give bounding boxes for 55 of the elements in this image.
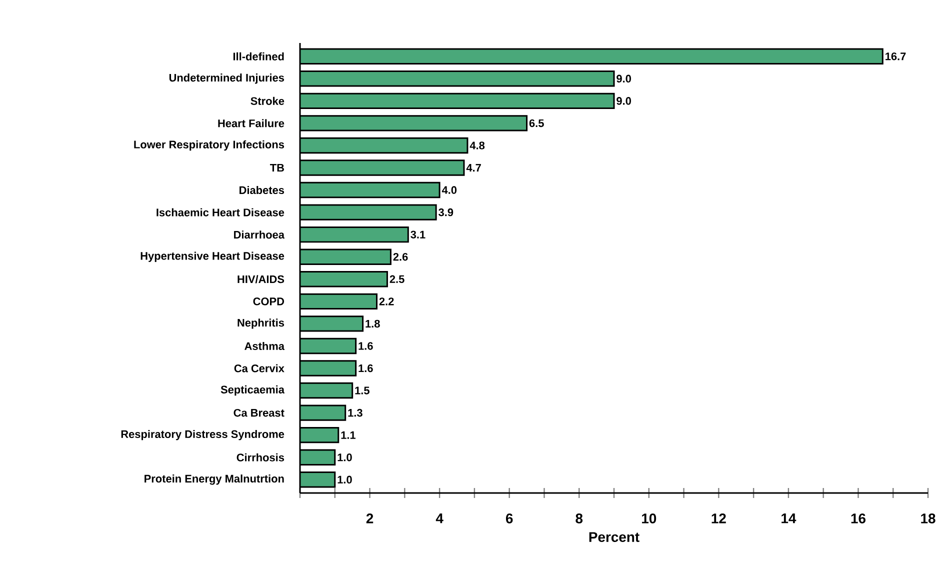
x-tick-label: 12	[712, 514, 726, 524]
data-label: 3.1	[410, 230, 426, 238]
y-tick-label: Lower Respiratory Infections	[134, 140, 284, 151]
y-tick-label: TB	[270, 164, 284, 172]
data-label: 4.8	[470, 142, 485, 150]
y-tick-label: Cirrhosis	[236, 453, 284, 462]
y-tick-label: COPD	[253, 298, 284, 306]
x-tick-label: 8	[576, 514, 583, 524]
y-tick-label: Diabetes	[240, 186, 284, 194]
data-label: 4.7	[466, 164, 481, 172]
x-tick-label: 18	[921, 514, 936, 524]
y-tick-label: Ca Breast	[234, 408, 284, 417]
bar	[300, 160, 465, 176]
data-label: 4.0	[442, 186, 457, 194]
bar	[300, 316, 364, 332]
y-tick-label: Nephritis	[238, 318, 284, 329]
y-tick-label: Undetermined Injuries	[169, 74, 284, 84]
x-tick-label: 10	[642, 514, 656, 524]
y-tick-label: Ca Cervix	[234, 364, 284, 372]
x-tick-label: 16	[851, 514, 866, 524]
data-label: 1.0	[338, 476, 352, 484]
data-label: 1.0	[338, 453, 352, 462]
data-label: 2.2	[379, 298, 394, 306]
x-tick-label: 14	[782, 514, 796, 524]
data-label: 2.5	[390, 275, 404, 284]
x-tick-label: 4	[436, 514, 444, 524]
y-tick-label: Diarrhoea	[234, 230, 285, 239]
data-label: 9.0	[616, 97, 631, 105]
y-tick-label: HIV/AIDS	[238, 275, 284, 284]
data-label: 3.9	[438, 208, 454, 216]
y-tick-label: Ill-defined	[233, 52, 284, 60]
x-axis-title: Percent	[589, 532, 640, 542]
data-label: 1.6	[358, 364, 373, 372]
data-label: 1.8	[366, 320, 380, 328]
bar	[300, 115, 528, 132]
y-tick-label: Protein Energy Malnutrtion	[144, 474, 284, 485]
bar	[300, 204, 437, 220]
data-label: 1.1	[341, 431, 356, 439]
y-tick-label: Hypertensive Heart Disease	[140, 252, 284, 262]
data-label: 6.5	[529, 119, 544, 128]
data-label: 1.5	[355, 386, 370, 394]
y-tick-label: Respiratory Distress Syndrome	[121, 430, 284, 440]
data-label: 1.6	[358, 342, 373, 350]
data-label: 1.3	[348, 408, 362, 417]
data-label: 16.7	[886, 52, 906, 60]
bar	[300, 360, 357, 376]
y-tick-label: Ischaemic Heart Disease	[156, 208, 284, 216]
y-tick-label: Stroke	[250, 96, 284, 105]
x-tick-label: 6	[506, 514, 513, 524]
x-tick-label: 2	[366, 514, 374, 524]
y-tick-label: Heart Failure	[218, 119, 284, 128]
y-tick-label: Asthma	[244, 342, 285, 350]
data-label: 9.0	[616, 74, 631, 83]
data-label: 2.6	[393, 252, 408, 261]
y-tick-label: Septicaemia	[220, 385, 285, 396]
